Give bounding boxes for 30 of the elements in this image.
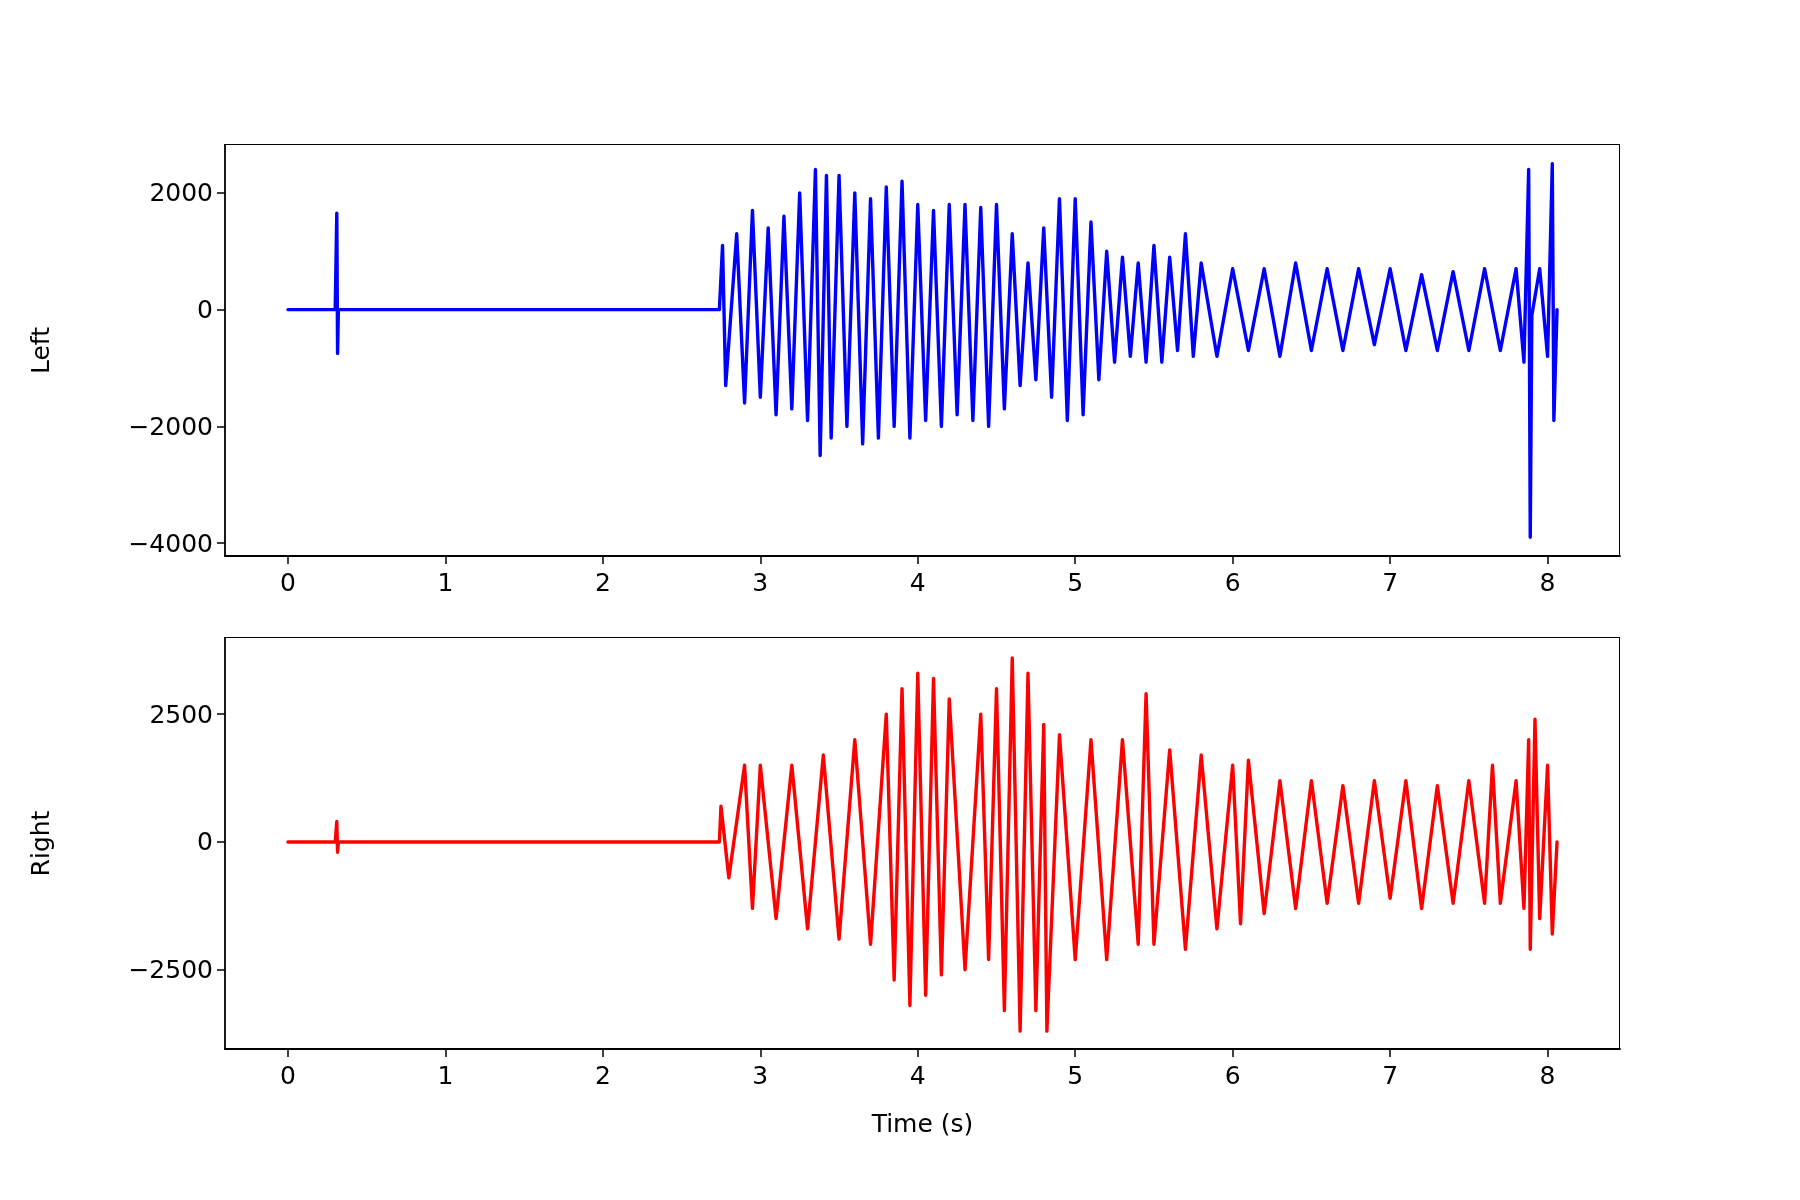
x-tick-label: 2 — [594, 1061, 611, 1090]
y-tick-label: −2500 — [128, 955, 213, 985]
x-tick-label: 5 — [1067, 568, 1084, 597]
x-tick-label: 5 — [1067, 1061, 1084, 1090]
x-tick-label: 6 — [1224, 568, 1241, 597]
x-tick-label: 6 — [1224, 1061, 1241, 1090]
x-tick-label: 4 — [909, 568, 926, 597]
x-axis-title: Time (s) — [870, 1109, 974, 1138]
y-tick-label: 2000 — [149, 178, 213, 208]
x-tick-label: 4 — [909, 1061, 926, 1090]
x-tick-label: 1 — [437, 568, 454, 597]
x-tick-label: 2 — [594, 568, 611, 597]
x-tick-label: 7 — [1382, 568, 1399, 597]
x-tick-label: 7 — [1382, 1061, 1399, 1090]
y-tick-label: 2500 — [149, 699, 213, 729]
y-tick-label: 0 — [197, 295, 213, 325]
x-tick-label: 0 — [280, 568, 296, 597]
x-tick-label: 3 — [752, 1061, 769, 1090]
x-tick-label: 1 — [437, 1061, 454, 1090]
x-tick-label: 0 — [280, 1061, 296, 1090]
y-axis-title: Right — [26, 810, 55, 877]
x-tick-label: 3 — [752, 568, 769, 597]
y-tick-label: 0 — [197, 827, 213, 857]
y-axis-title: Left — [26, 326, 55, 375]
y-tick-label: −2000 — [128, 411, 213, 441]
x-tick-label: 8 — [1539, 1061, 1556, 1090]
line-series — [286, 161, 1559, 540]
y-tick-label: −4000 — [128, 528, 213, 558]
x-tick-label: 8 — [1539, 568, 1556, 597]
line-series — [286, 656, 1559, 1033]
